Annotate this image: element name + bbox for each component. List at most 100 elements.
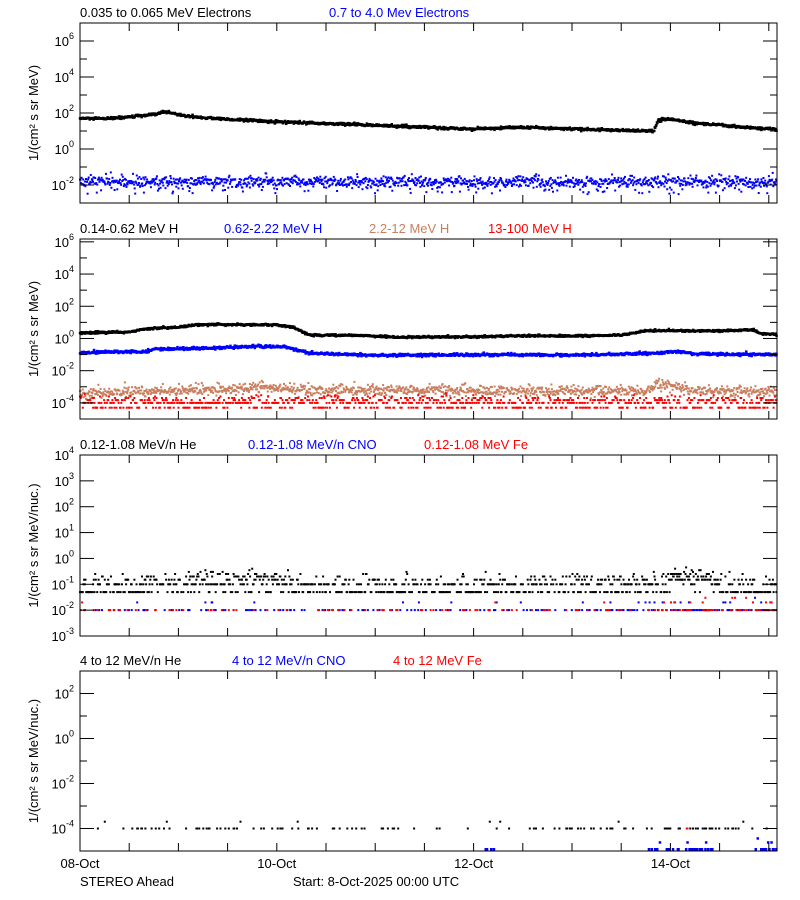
data-point [668,192,671,195]
data-point [481,183,484,186]
data-point [331,182,334,185]
data-point [172,190,175,193]
data-point [503,183,506,186]
data-point [703,121,706,125]
data-point [80,182,83,185]
data-point [129,351,133,355]
data-point [441,191,444,194]
data-point [680,179,683,182]
data-point [341,181,344,184]
data-point [93,182,96,185]
data-point [394,180,397,183]
data-point [524,184,527,187]
data-point [613,179,616,182]
data-point [405,182,408,185]
data-point [481,180,484,183]
data-point [489,183,492,186]
data-point [298,182,301,185]
data-point [257,183,260,186]
data-point [739,178,742,181]
data-point [497,181,500,184]
data-point [189,182,192,185]
data-point [555,183,558,186]
data-point [270,178,273,181]
data-point [427,184,429,187]
data-point [723,178,725,181]
data-point [629,181,632,184]
data-point [427,181,430,184]
data-point [696,179,698,182]
data-point [127,180,130,183]
data-point [187,178,190,181]
data-point [458,190,461,193]
data-point [701,181,704,184]
data-point [388,179,390,182]
data-point [644,176,647,179]
data-point [156,183,159,185]
data-point [228,174,231,177]
data-point [260,183,263,186]
data-point [194,179,197,181]
data-point [467,185,469,188]
data-point [288,178,291,181]
data-point [100,176,103,179]
data-point [754,178,757,181]
data-point [569,180,572,183]
data-point [652,330,655,333]
data-point [156,189,159,192]
data-point [626,183,629,186]
data-point [774,128,778,131]
data-point [138,176,141,179]
data-point [167,182,170,184]
data-point [398,177,401,180]
data-point [564,180,567,183]
data-point [112,181,115,184]
data-point [402,176,405,179]
data-point [200,347,203,351]
data-point [694,179,697,182]
data-point [425,183,428,186]
data-point [741,178,744,181]
data-point [327,178,330,181]
data-point [720,174,723,177]
data-point [261,185,264,188]
data-point [759,185,762,188]
data-point [173,180,176,183]
data-point [158,187,160,190]
data-point [698,181,701,183]
data-point [119,117,123,121]
data-point [760,178,763,181]
data-point [477,187,480,190]
data-point [189,177,192,180]
data-point [326,179,329,182]
data-point [482,351,485,354]
data-point [469,182,472,185]
data-point [455,182,458,185]
data-point [223,181,226,184]
data-point [375,183,378,186]
data-point [347,178,350,181]
data-point [369,185,372,188]
data-point [392,183,395,186]
data-point [295,176,298,179]
data-point [246,118,249,121]
data-point [80,332,83,336]
data-point [666,188,669,191]
data-point [569,179,572,182]
data-point [542,183,545,186]
data-point [651,178,654,181]
data-point [500,177,503,180]
data-point [422,181,425,184]
data-point [258,185,261,188]
data-point [100,189,103,192]
data-point [650,128,653,132]
data-point [149,182,152,185]
data-point [488,176,491,179]
data-point [459,182,462,185]
data-point [424,177,427,179]
data-point [506,181,509,184]
data-point [591,179,594,182]
data-point [119,182,122,185]
data-point [167,183,170,186]
data-point [323,177,326,180]
